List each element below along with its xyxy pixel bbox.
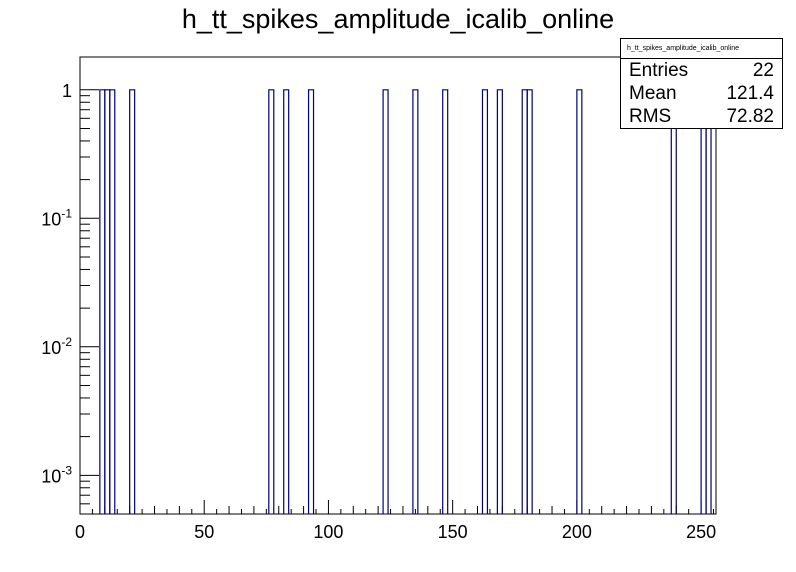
y-tick-exponent: -3 [61, 463, 72, 477]
histogram-bar [268, 89, 275, 514]
y-tick-label: 10-3 [41, 463, 72, 486]
stats-entries-row: Entries 22 [621, 59, 782, 82]
histogram-bar [670, 89, 677, 514]
histogram-bar [576, 89, 583, 514]
x-tick-label: 0 [75, 522, 85, 542]
x-axis: 0 50 100 150 200 250 [75, 500, 716, 542]
histogram-bar [526, 89, 533, 514]
histogram-bar [705, 89, 712, 514]
stats-rms-label: RMS [629, 106, 672, 127]
histogram-bar [99, 89, 106, 514]
histogram-bar [496, 89, 503, 514]
y-tick-label: 10-2 [41, 335, 72, 358]
x-tick-label: 150 [438, 522, 468, 542]
histogram-bar [382, 89, 389, 514]
chart-title: h_tt_spikes_amplitude_icalib_online [181, 4, 615, 34]
y-tick-exponent: -2 [61, 335, 72, 349]
y-tick-base: 10 [41, 466, 61, 486]
histogram-bar [104, 89, 111, 514]
histogram-bar [109, 89, 116, 514]
y-axis: 10-310-210-11 [41, 81, 99, 515]
stats-entries-label: Entries [629, 60, 689, 81]
histogram-bar [129, 89, 136, 514]
y-tick-base: 10 [41, 338, 61, 358]
histogram-bar [700, 89, 707, 514]
histogram-bar [307, 89, 315, 514]
stats-box: h_tt_spikes_amplitude_icalib_online Entr… [620, 38, 783, 129]
y-tick-exponent: -1 [61, 206, 72, 220]
stats-rms-row: RMS 72.82 [621, 105, 782, 128]
stats-entries-value: 22 [752, 60, 774, 81]
histogram-bar [442, 89, 449, 514]
y-tick-base: 1 [62, 81, 72, 101]
histogram-bars [99, 89, 712, 514]
histogram-bar [481, 89, 489, 514]
x-tick-label: 100 [313, 522, 343, 542]
y-tick-label: 10-1 [41, 206, 72, 229]
y-tick-base: 10 [41, 209, 61, 229]
x-tick-label: 250 [686, 522, 716, 542]
stats-mean-row: Mean 121.4 [621, 82, 782, 105]
stats-mean-label: Mean [629, 83, 677, 104]
y-tick-label: 1 [62, 81, 72, 101]
histogram-bar [412, 89, 419, 514]
stats-rms-value: 72.82 [726, 106, 774, 127]
histogram-bar [521, 89, 528, 514]
x-tick-label: 50 [194, 522, 214, 542]
histogram-bar [283, 89, 290, 514]
x-tick-label: 200 [562, 522, 592, 542]
stats-box-name: h_tt_spikes_amplitude_icalib_online [621, 39, 782, 59]
stats-mean-value: 121.4 [726, 83, 774, 104]
